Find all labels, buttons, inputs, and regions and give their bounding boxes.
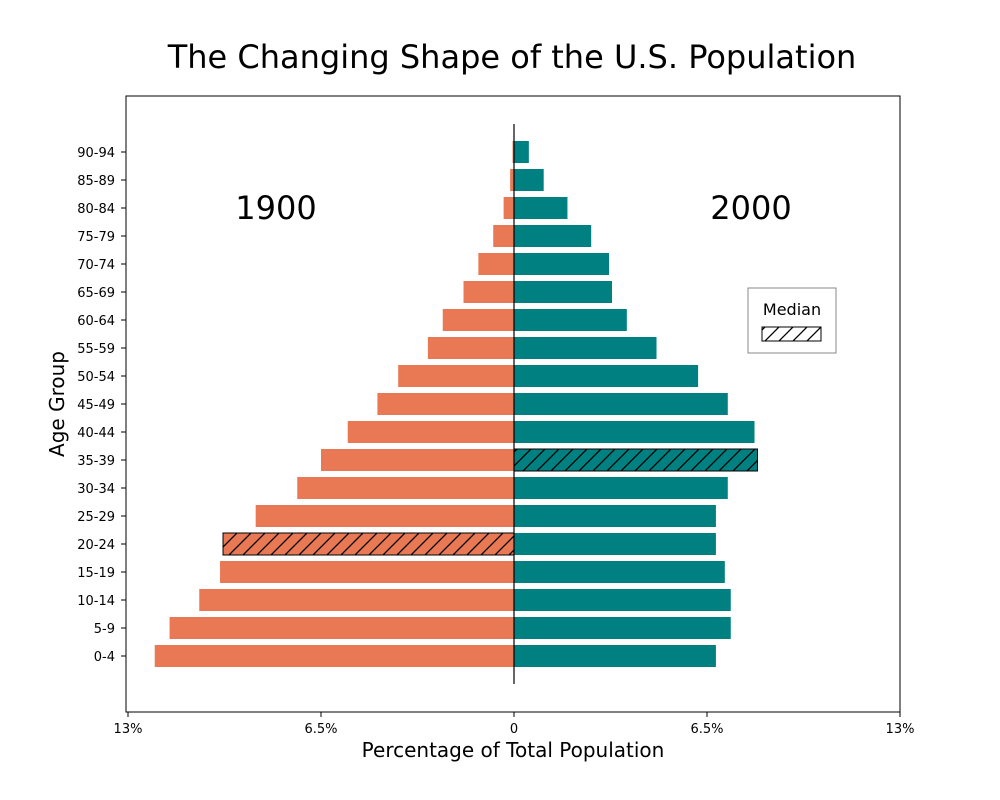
y-tick-label: 45-49 bbox=[77, 398, 115, 413]
x-tick-label: 13% bbox=[114, 722, 143, 737]
y-tick-label: 5-9 bbox=[94, 622, 115, 637]
bar-1900-35-39 bbox=[321, 449, 514, 471]
bar-2000-10-14 bbox=[514, 589, 731, 611]
y-axis-ticks: 0-4 5-9 10-14 15-19 20-24 25-29 30-34 35-39 40-4… bbox=[77, 146, 126, 665]
series-label-1900: 1900 bbox=[235, 189, 316, 227]
y-tick-label: 15-19 bbox=[77, 566, 115, 581]
bar-2000-30-34 bbox=[514, 477, 728, 499]
series-2000-bars bbox=[513, 141, 758, 667]
bar-1900-10-14 bbox=[199, 589, 514, 611]
bar-2000-60-64 bbox=[514, 309, 627, 331]
bar-1900-75-79 bbox=[493, 225, 514, 247]
legend-hatch-swatch bbox=[761, 326, 822, 342]
y-axis-label: Age Group bbox=[45, 351, 69, 457]
bar-1900-30-34 bbox=[297, 477, 514, 499]
median-hatch-1900 bbox=[222, 532, 515, 556]
bar-2000-55-59 bbox=[514, 337, 657, 359]
bar-2000-5-9 bbox=[514, 617, 731, 639]
y-tick-label: 75-79 bbox=[77, 230, 115, 245]
y-tick-label: 70-74 bbox=[77, 258, 115, 273]
median-hatch-2000 bbox=[513, 448, 758, 472]
x-tick-label: 0 bbox=[510, 722, 518, 737]
y-tick-label: 40-44 bbox=[77, 426, 115, 441]
y-tick-label: 90-94 bbox=[77, 146, 115, 161]
y-tick-label: 35-39 bbox=[77, 454, 115, 469]
bar-2000-0-4 bbox=[514, 645, 716, 667]
legend-title: Median bbox=[763, 300, 821, 319]
bar-2000-50-54 bbox=[514, 365, 699, 387]
bar-1900-40-44 bbox=[347, 421, 514, 443]
bar-2000-65-69 bbox=[514, 281, 612, 303]
y-tick-label: 20-24 bbox=[77, 538, 115, 553]
bar-2000-25-29 bbox=[514, 505, 716, 527]
bar-2000-20-24 bbox=[514, 533, 716, 555]
y-tick-label: 80-84 bbox=[77, 202, 115, 217]
legend: Median bbox=[747, 287, 837, 354]
series-1900-bars bbox=[154, 141, 515, 667]
y-tick-label: 0-4 bbox=[94, 650, 115, 665]
y-tick-label: 50-54 bbox=[77, 370, 115, 385]
bar-1900-55-59 bbox=[427, 337, 514, 359]
y-tick-label: 65-69 bbox=[77, 286, 115, 301]
bar-2000-80-84 bbox=[514, 197, 568, 219]
bar-2000-15-19 bbox=[514, 561, 725, 583]
x-axis-ticks: 13% 6.5% 0 6.5% 13% bbox=[114, 712, 915, 737]
bar-1900-90-94 bbox=[512, 141, 514, 163]
bar-1900-15-19 bbox=[220, 561, 515, 583]
bar-2000-90-94 bbox=[514, 141, 529, 163]
bar-1900-85-89 bbox=[510, 169, 514, 191]
bar-2000-40-44 bbox=[514, 421, 755, 443]
legend-box bbox=[747, 287, 837, 354]
series-label-2000: 2000 bbox=[710, 189, 791, 227]
bar-1900-65-69 bbox=[463, 281, 514, 303]
bar-2000-70-74 bbox=[514, 253, 610, 275]
x-tick-label: 6.5% bbox=[690, 722, 723, 737]
y-tick-label: 60-64 bbox=[77, 314, 115, 329]
bar-1900-60-64 bbox=[442, 309, 514, 331]
y-tick-label: 25-29 bbox=[77, 510, 115, 525]
x-axis-label: Percentage of Total Population bbox=[362, 738, 665, 762]
bar-2000-85-89 bbox=[514, 169, 544, 191]
x-tick-label: 13% bbox=[886, 722, 915, 737]
y-tick-label: 85-89 bbox=[77, 174, 115, 189]
x-tick-label: 6.5% bbox=[304, 722, 337, 737]
bar-1900-5-9 bbox=[169, 617, 514, 639]
bar-1900-45-49 bbox=[377, 393, 514, 415]
bar-2000-45-49 bbox=[514, 393, 728, 415]
chart-title: The Changing Shape of the U.S. Populatio… bbox=[167, 38, 857, 76]
y-tick-label: 30-34 bbox=[77, 482, 115, 497]
bar-1900-25-29 bbox=[255, 505, 514, 527]
bar-1900-80-84 bbox=[503, 197, 514, 219]
bar-1900-0-4 bbox=[154, 645, 514, 667]
bar-1900-70-74 bbox=[478, 253, 514, 275]
bar-1900-50-54 bbox=[398, 365, 514, 387]
y-tick-label: 55-59 bbox=[77, 342, 115, 357]
y-tick-label: 10-14 bbox=[77, 594, 115, 609]
bar-2000-75-79 bbox=[514, 225, 592, 247]
